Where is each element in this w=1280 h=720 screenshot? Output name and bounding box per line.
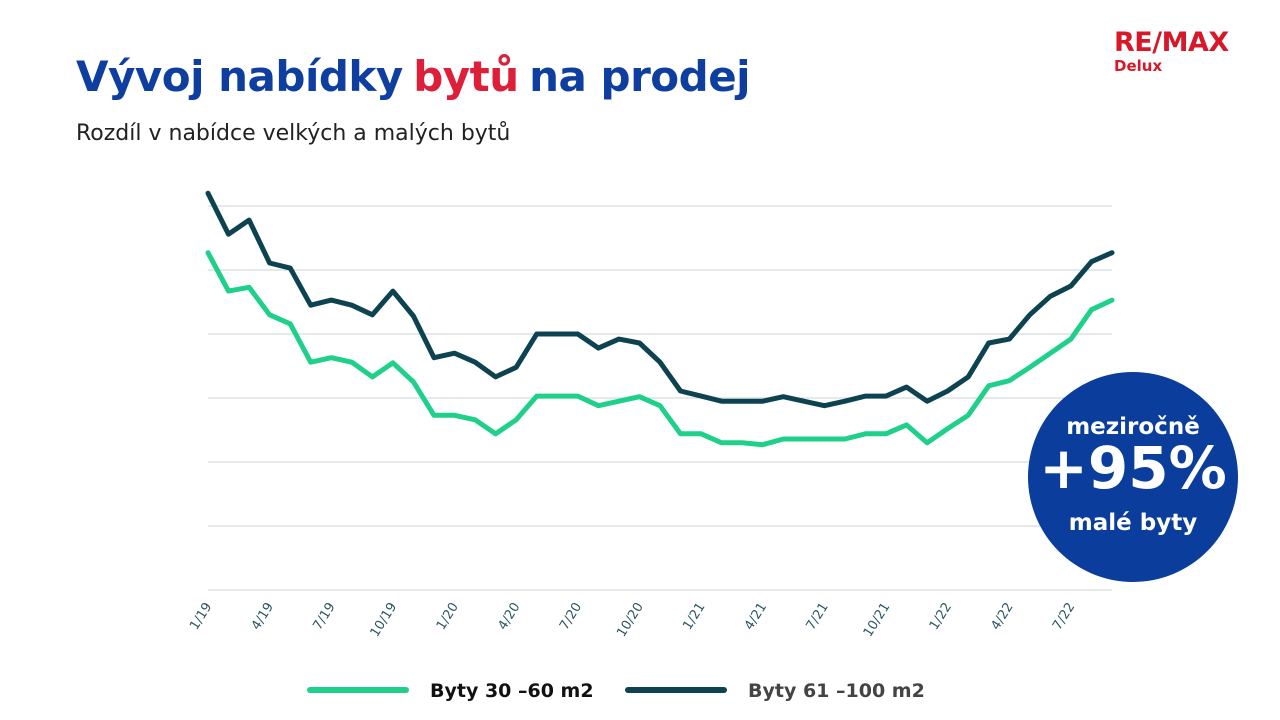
x-tick-label: 7/22 — [1050, 600, 1078, 633]
logo-brand: RE/MAX — [1114, 27, 1229, 58]
series-line — [205, 190, 1115, 409]
badge — [1028, 372, 1238, 582]
title-part: Vývoj nabídky — [76, 52, 403, 101]
title-part: na prodej — [529, 52, 751, 101]
x-tick-label: 1/19 — [187, 600, 215, 633]
x-tick-label: 10/20 — [614, 600, 647, 640]
x-tick-label: 4/22 — [988, 600, 1016, 633]
x-tick-label: 4/20 — [495, 600, 523, 633]
badge-top: meziročně — [1066, 414, 1200, 440]
subtitle: Rozdíl v nabídce velkých a malých bytů — [76, 121, 511, 146]
x-tick-label: 1/21 — [680, 600, 708, 633]
x-tick-label: 7/19 — [310, 600, 338, 633]
x-tick-label: 10/19 — [368, 600, 401, 640]
title: Vývoj nabídky bytů na prodej — [76, 52, 761, 101]
x-tick-label: 10/21 — [861, 600, 894, 640]
x-tick-label: 1/22 — [927, 600, 955, 633]
series-line — [205, 250, 1115, 448]
title-highlight: bytů — [413, 52, 519, 101]
x-tick-label: 7/20 — [557, 600, 585, 633]
x-tick-label: 4/21 — [742, 600, 770, 633]
plot: 1/19 4/19 7/19 10/19 1/20 4/20 7/20 10/20 1/21 4/… — [187, 190, 1115, 640]
logo: RE/MAX Delux — [1114, 27, 1229, 75]
legend-label: Byty 61 –100 m2 — [748, 680, 925, 702]
x-tick-label: 1/20 — [434, 600, 462, 633]
badge-value: +95% — [1039, 434, 1226, 502]
badge-bottom: malé byty — [1069, 510, 1197, 536]
x-tick-label: 4/19 — [249, 600, 277, 633]
legend-label: Byty 30 –60 m2 — [430, 680, 594, 702]
logo-sub: Delux — [1114, 57, 1163, 75]
x-tick-label: 7/21 — [804, 600, 832, 633]
